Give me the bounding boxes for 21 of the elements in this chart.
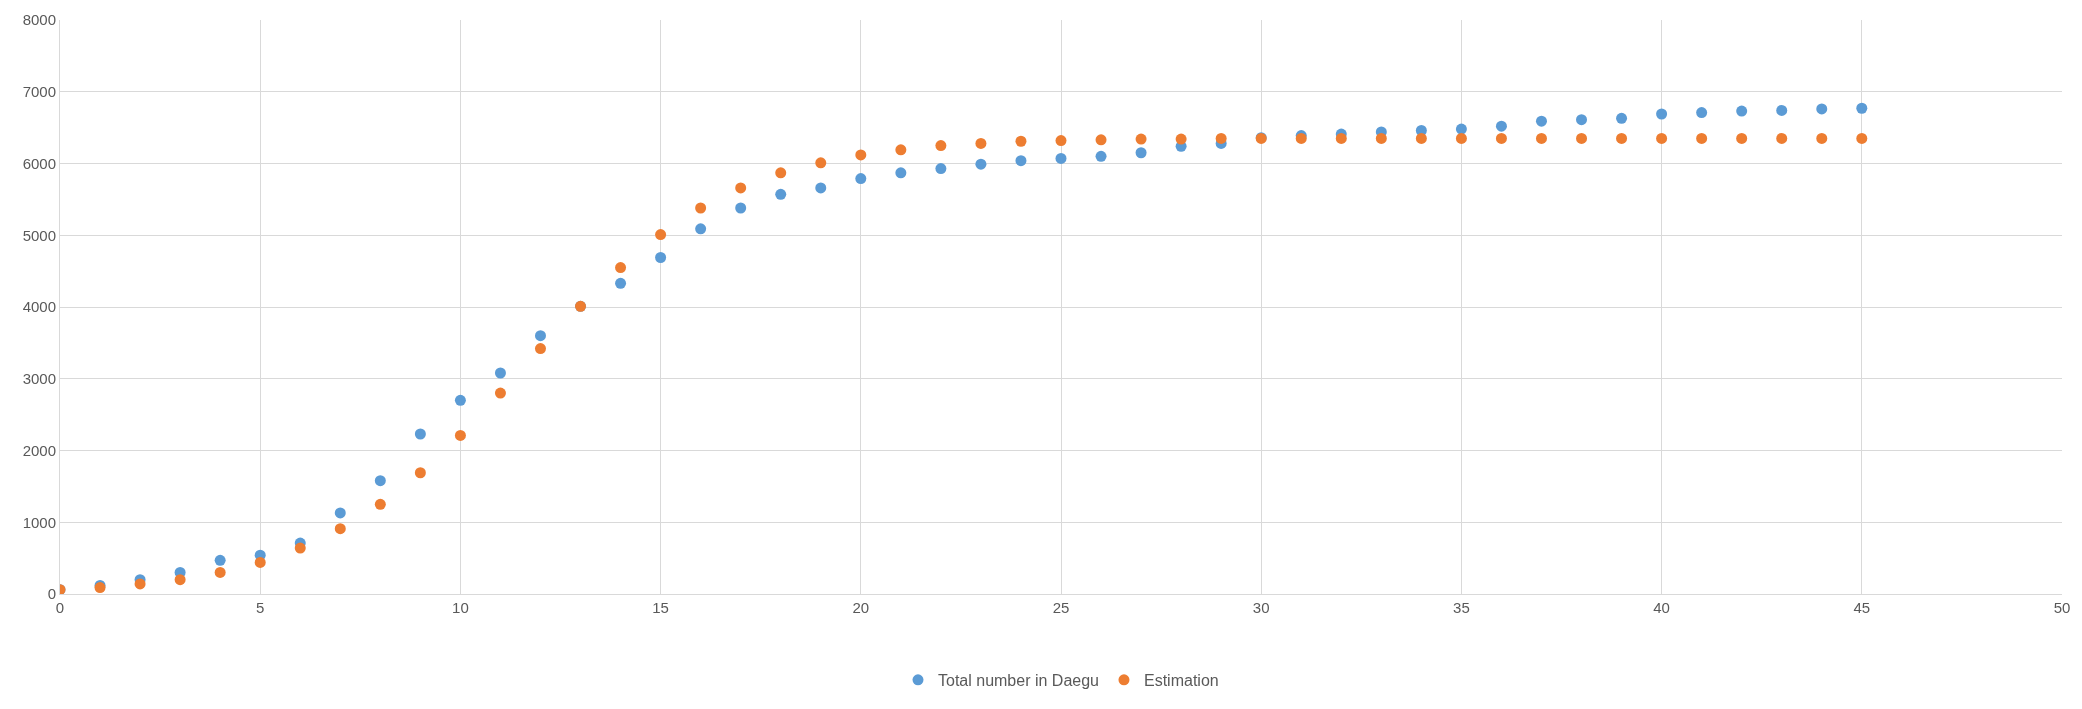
x-tick-label: 20 <box>852 599 870 616</box>
x-tick-label: 50 <box>2053 599 2071 616</box>
x-tick-label: 5 <box>256 599 265 616</box>
x-tick-label: 10 <box>452 599 469 616</box>
y-tick-label: 8000 <box>22 11 56 29</box>
y-tick-label: 0 <box>47 585 56 603</box>
x-tick-label: 25 <box>1052 599 1070 616</box>
x-tick-label: 30 <box>1252 599 1270 616</box>
x-tick-label: 40 <box>1653 599 1670 616</box>
y-tick-label: 1000 <box>22 513 56 531</box>
y-tick-label: 6000 <box>22 154 56 172</box>
y-tick-label: 4000 <box>22 298 56 316</box>
y-tick-label: 2000 <box>22 441 56 459</box>
y-tick-label: 5000 <box>22 226 56 244</box>
legend-label: Total number in Daegu <box>938 672 1099 690</box>
x-tick-label: 15 <box>652 599 669 616</box>
x-tick-label: 35 <box>1453 599 1470 616</box>
x-tick-label: 45 <box>1853 599 1871 616</box>
legend-label: Estimation <box>1143 672 1219 690</box>
y-tick-label: 7000 <box>22 83 56 100</box>
y-tick-label: 3000 <box>22 370 56 387</box>
